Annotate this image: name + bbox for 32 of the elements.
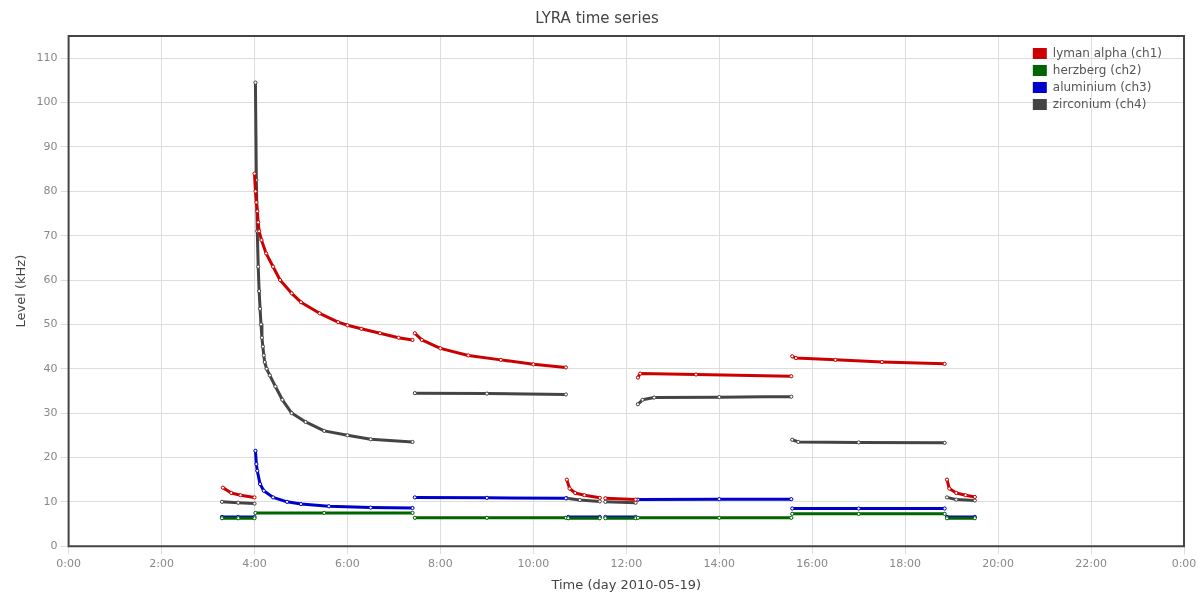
x-tick-label: 6:00	[335, 556, 360, 570]
y-tick-label: 90	[43, 139, 58, 153]
chart-title: LYRA time series	[535, 8, 659, 27]
legend-label: lyman alpha (ch1)	[1052, 46, 1163, 61]
x-tick-label: 16:00	[796, 556, 829, 570]
y-tick-label: 30	[43, 405, 58, 419]
y-tick-label: 10	[43, 494, 58, 508]
x-tick-label: 0:00	[1171, 556, 1197, 570]
x-tick-label: 0:00	[56, 556, 81, 570]
legend-label: herzberg (ch2)	[1052, 63, 1142, 78]
y-tick-label: 100	[36, 95, 58, 109]
legend-label: aluminium (ch3)	[1052, 80, 1152, 95]
x-tick-label: 4:00	[242, 556, 267, 570]
y-tick-label: 50	[43, 317, 58, 331]
legend-label: zirconium (ch4)	[1052, 97, 1147, 112]
x-tick-label: 22:00	[1075, 556, 1107, 570]
x-tick-label: 8:00	[428, 556, 453, 570]
y-tick-label: 40	[43, 361, 58, 375]
y-tick-label: 70	[43, 228, 58, 242]
y-tick-label: 60	[43, 272, 58, 286]
y-axis-title: Level (kHz)	[13, 254, 29, 328]
x-tick-label: 12:00	[610, 556, 643, 570]
x-axis-title: Time (day 2010-05-19)	[550, 576, 702, 592]
x-tick-label: 10:00	[517, 556, 550, 570]
x-tick-label: 20:00	[982, 556, 1014, 570]
x-tick-label: 2:00	[149, 556, 174, 570]
x-tick-label: 14:00	[703, 556, 736, 570]
y-tick-label: 0	[50, 539, 58, 553]
y-tick-label: 110	[36, 51, 58, 65]
y-tick-label: 20	[43, 450, 58, 464]
x-tick-label: 18:00	[889, 556, 921, 570]
y-tick-label: 80	[43, 184, 58, 198]
